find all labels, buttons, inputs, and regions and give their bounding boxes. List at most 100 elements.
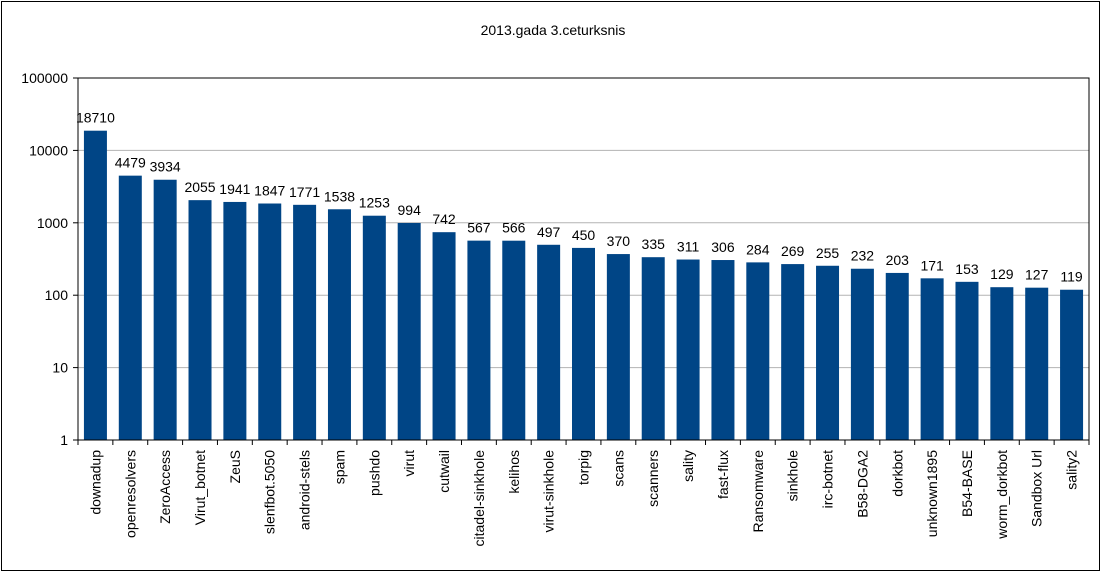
x-tick-label: unknown1895	[924, 450, 940, 537]
bar	[467, 240, 491, 440]
bar	[1060, 289, 1084, 440]
bar-value-label: 232	[851, 248, 875, 264]
bar	[955, 281, 979, 440]
bar-value-label: 306	[711, 239, 735, 255]
bar-value-label: 370	[607, 233, 631, 249]
bar	[850, 268, 874, 440]
x-tick-label: fast-flux	[715, 450, 731, 499]
bar	[83, 130, 107, 441]
bar-value-label: 1771	[289, 184, 320, 200]
bar-value-label: 2055	[184, 179, 215, 195]
y-tick-label: 100	[45, 287, 69, 303]
bar-value-label: 566	[502, 220, 526, 236]
y-tick-label: 10000	[29, 142, 68, 158]
bar	[188, 200, 212, 440]
bar-value-label: 269	[781, 243, 805, 259]
bar-value-label: 18710	[76, 110, 115, 126]
x-tick-label: irc-botnet	[820, 450, 836, 508]
bar-value-label: 203	[886, 252, 910, 268]
bar	[502, 240, 526, 440]
bar	[293, 204, 317, 440]
bar-value-label: 497	[537, 224, 561, 240]
bar-value-label: 3934	[150, 159, 181, 175]
x-tick-label: ZeroAccess	[157, 450, 173, 524]
y-tick-label: 1	[60, 432, 68, 448]
bar-value-label: 1941	[219, 181, 250, 197]
bar	[118, 175, 142, 441]
bar	[885, 272, 909, 440]
x-tick-label: sality	[680, 450, 696, 482]
bar	[816, 265, 840, 440]
bar	[223, 201, 247, 440]
x-tick-label: sinkhole	[785, 450, 801, 502]
bar-value-label: 129	[990, 266, 1014, 282]
bar	[920, 278, 944, 440]
bar-value-label: 1253	[359, 195, 390, 211]
bar-value-label: 1538	[324, 188, 355, 204]
x-tick-label: pushdo	[366, 450, 382, 496]
bar	[711, 260, 735, 440]
axes	[73, 77, 1090, 445]
bar-value-label: 450	[572, 227, 596, 243]
bar	[990, 287, 1014, 440]
x-tick-label: scanners	[645, 450, 661, 507]
bar-value-label: 119	[1060, 269, 1083, 285]
x-tick-label: Sandbox Url	[1029, 450, 1045, 527]
x-tick-label: Virut_botnet	[192, 450, 208, 525]
x-tick-label: virut-sinkhole	[541, 450, 557, 533]
x-tick-label: spam	[331, 450, 347, 484]
bar	[606, 254, 630, 440]
x-tick-label: cutwail	[436, 450, 452, 493]
bar	[746, 262, 770, 440]
x-tick-label: virut	[401, 450, 417, 477]
bar	[781, 264, 805, 440]
x-tick-label: ZeuS	[227, 450, 243, 483]
bar-value-label: 311	[677, 239, 700, 255]
bar	[572, 247, 595, 440]
x-tick-label: openresolvers	[122, 450, 138, 538]
x-tick-label: scans	[610, 450, 626, 487]
bar-value-label: 127	[1025, 267, 1049, 283]
bars	[83, 130, 1084, 441]
x-tick-label: downadup	[87, 450, 103, 515]
y-tick-label: 10	[52, 360, 68, 376]
bar	[1025, 287, 1049, 440]
bar-value-label: 171	[920, 257, 944, 273]
y-tick-label: 1000	[37, 215, 68, 231]
x-tick-labels: downadup openresolvers ZeroAccess Virut_bot…	[87, 450, 1079, 547]
bar	[153, 179, 177, 440]
x-tick-label: sality2	[1064, 450, 1080, 490]
chart-title: 2013.gada 3.ceturksnis	[481, 22, 626, 38]
bar	[676, 259, 700, 440]
x-tick-label: Ransomware	[750, 450, 766, 533]
x-tick-label: torpig	[576, 450, 592, 485]
bar	[537, 244, 561, 440]
bar	[397, 222, 421, 440]
x-tick-label: B54-BASE	[959, 450, 975, 517]
y-tick-labels: 1 10 100 1000 10000 100000	[21, 70, 68, 448]
y-tick-label: 100000	[21, 70, 68, 86]
bar	[258, 203, 282, 440]
bar	[432, 232, 456, 440]
x-tick-label: kelihos	[506, 450, 522, 494]
x-tick-label: worm_dorkbot	[994, 450, 1010, 540]
x-tick-label: android-stels	[297, 450, 313, 530]
bar	[327, 209, 351, 440]
x-tick-label: slenfbot.5050	[262, 450, 278, 534]
bar-value-label: 335	[642, 236, 666, 252]
x-tick-label: citadel-sinkhole	[471, 450, 487, 547]
bar-value-label: 4479	[115, 155, 146, 171]
bar-value-label: 1847	[254, 183, 285, 199]
x-tick-label: dorkbot	[889, 450, 905, 497]
bar-value-label: 255	[816, 245, 840, 261]
bar-value-label: 153	[955, 261, 979, 277]
bar-value-label: 567	[467, 220, 491, 236]
bar-value-label: 284	[746, 241, 770, 257]
bar	[641, 257, 665, 440]
plot-area-border	[77, 77, 1090, 441]
bar-value-label: 742	[432, 211, 456, 227]
bar	[362, 215, 386, 440]
bar-value-label: 994	[398, 202, 422, 218]
